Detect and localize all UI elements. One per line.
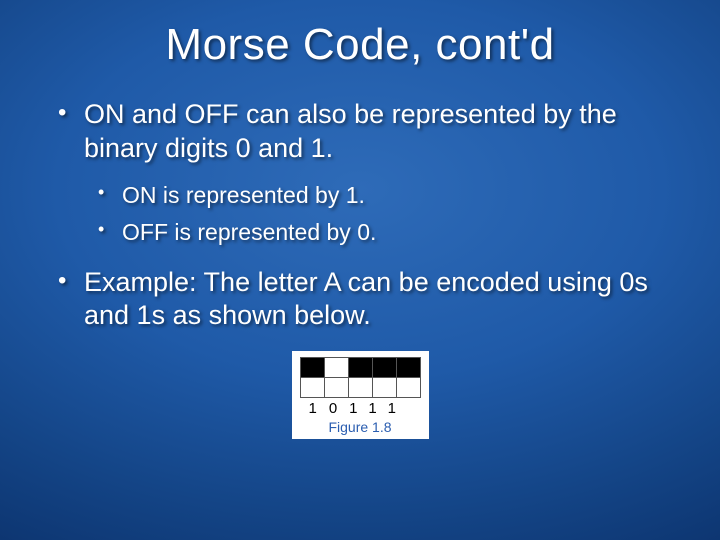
figure-digits: 10111 (300, 398, 421, 417)
grid-cell (348, 358, 372, 378)
grid-cell (396, 378, 420, 398)
grid-cell (324, 378, 348, 398)
sub-bullet-list: ON is represented by 1. OFF is represent… (84, 180, 672, 248)
slide-title: Morse Code, cont'd (48, 0, 672, 98)
grid-cell (372, 358, 396, 378)
sub-bullet-item: ON is represented by 1. (96, 180, 672, 211)
slide: Morse Code, cont'd ON and OFF can also b… (0, 0, 720, 540)
grid-cell (372, 378, 396, 398)
grid-cell (348, 378, 372, 398)
sub-bullet-text: ON is represented by 1. (122, 182, 365, 208)
bullet-text: Example: The letter A can be encoded usi… (84, 267, 648, 331)
figure-container: 10111 Figure 1.8 (48, 351, 672, 439)
grid-cell (300, 358, 324, 378)
binary-grid (300, 357, 421, 398)
figure-caption: Figure 1.8 (300, 417, 421, 435)
bullet-item: Example: The letter A can be encoded usi… (54, 266, 672, 334)
figure: 10111 Figure 1.8 (292, 351, 429, 439)
grid-cell (396, 358, 420, 378)
grid-cell (324, 358, 348, 378)
bullet-list: ON and OFF can also be represented by th… (48, 98, 672, 333)
grid-row (300, 358, 420, 378)
sub-bullet-text: OFF is represented by 0. (122, 219, 376, 245)
bullet-text: ON and OFF can also be represented by th… (84, 99, 617, 163)
sub-bullet-item: OFF is represented by 0. (96, 217, 672, 248)
bullet-item: ON and OFF can also be represented by th… (54, 98, 672, 248)
grid-row (300, 378, 420, 398)
grid-cell (300, 378, 324, 398)
